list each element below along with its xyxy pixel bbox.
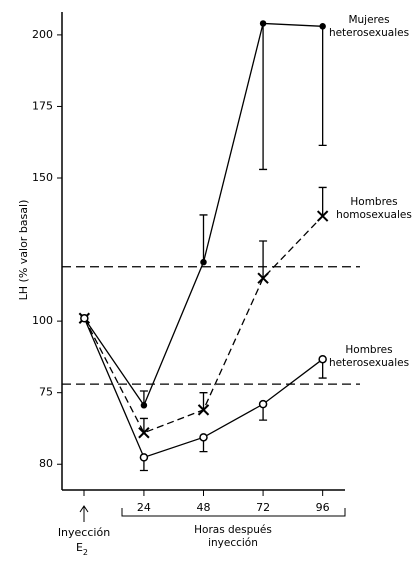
marker [319,23,326,30]
x-axis-label: Horas después inyección [194,524,272,549]
marker [257,272,269,284]
y-tick-label: 75 [39,386,53,399]
error-bar [259,240,268,279]
series-label: Hombres heterosexuales [328,344,410,369]
error-bar [259,23,268,171]
y-tick-label: 100 [32,314,53,327]
x-tick-label: 72 [256,501,270,514]
annotation-subscript: 2 [83,548,88,557]
y-tick-label: 175 [32,99,53,112]
series-label: Hombres homosexuales [336,196,412,221]
y-axis-label: LH (% valor basal) [17,200,30,301]
marker [259,20,267,27]
x-tick-label: 48 [197,501,211,514]
marker [139,453,149,462]
annotation: Inyección [58,526,110,539]
error-bar [139,417,148,433]
x-tick-label: 24 [137,501,151,514]
marker [80,314,89,323]
annotation-base: E [76,541,83,554]
marker [138,427,150,439]
annotation-sub: E2 [76,541,88,557]
marker [140,402,148,409]
marker [258,399,268,409]
injection-arrow [79,505,89,522]
series-label: Mujeres heterosexuales [328,14,410,39]
error-bar [318,186,327,217]
marker [318,354,327,364]
y-tick-label: 200 [32,28,53,41]
y-tick-label: 80 [39,457,53,470]
marker [200,258,207,266]
x-tick-label: 96 [316,501,330,514]
error-bar [199,392,208,410]
error-bar [318,26,327,147]
marker [197,404,210,416]
marker [199,433,208,442]
error-bar [199,214,208,263]
y-tick-label: 150 [32,171,53,184]
hours-bracket [121,508,346,517]
marker [316,210,329,222]
